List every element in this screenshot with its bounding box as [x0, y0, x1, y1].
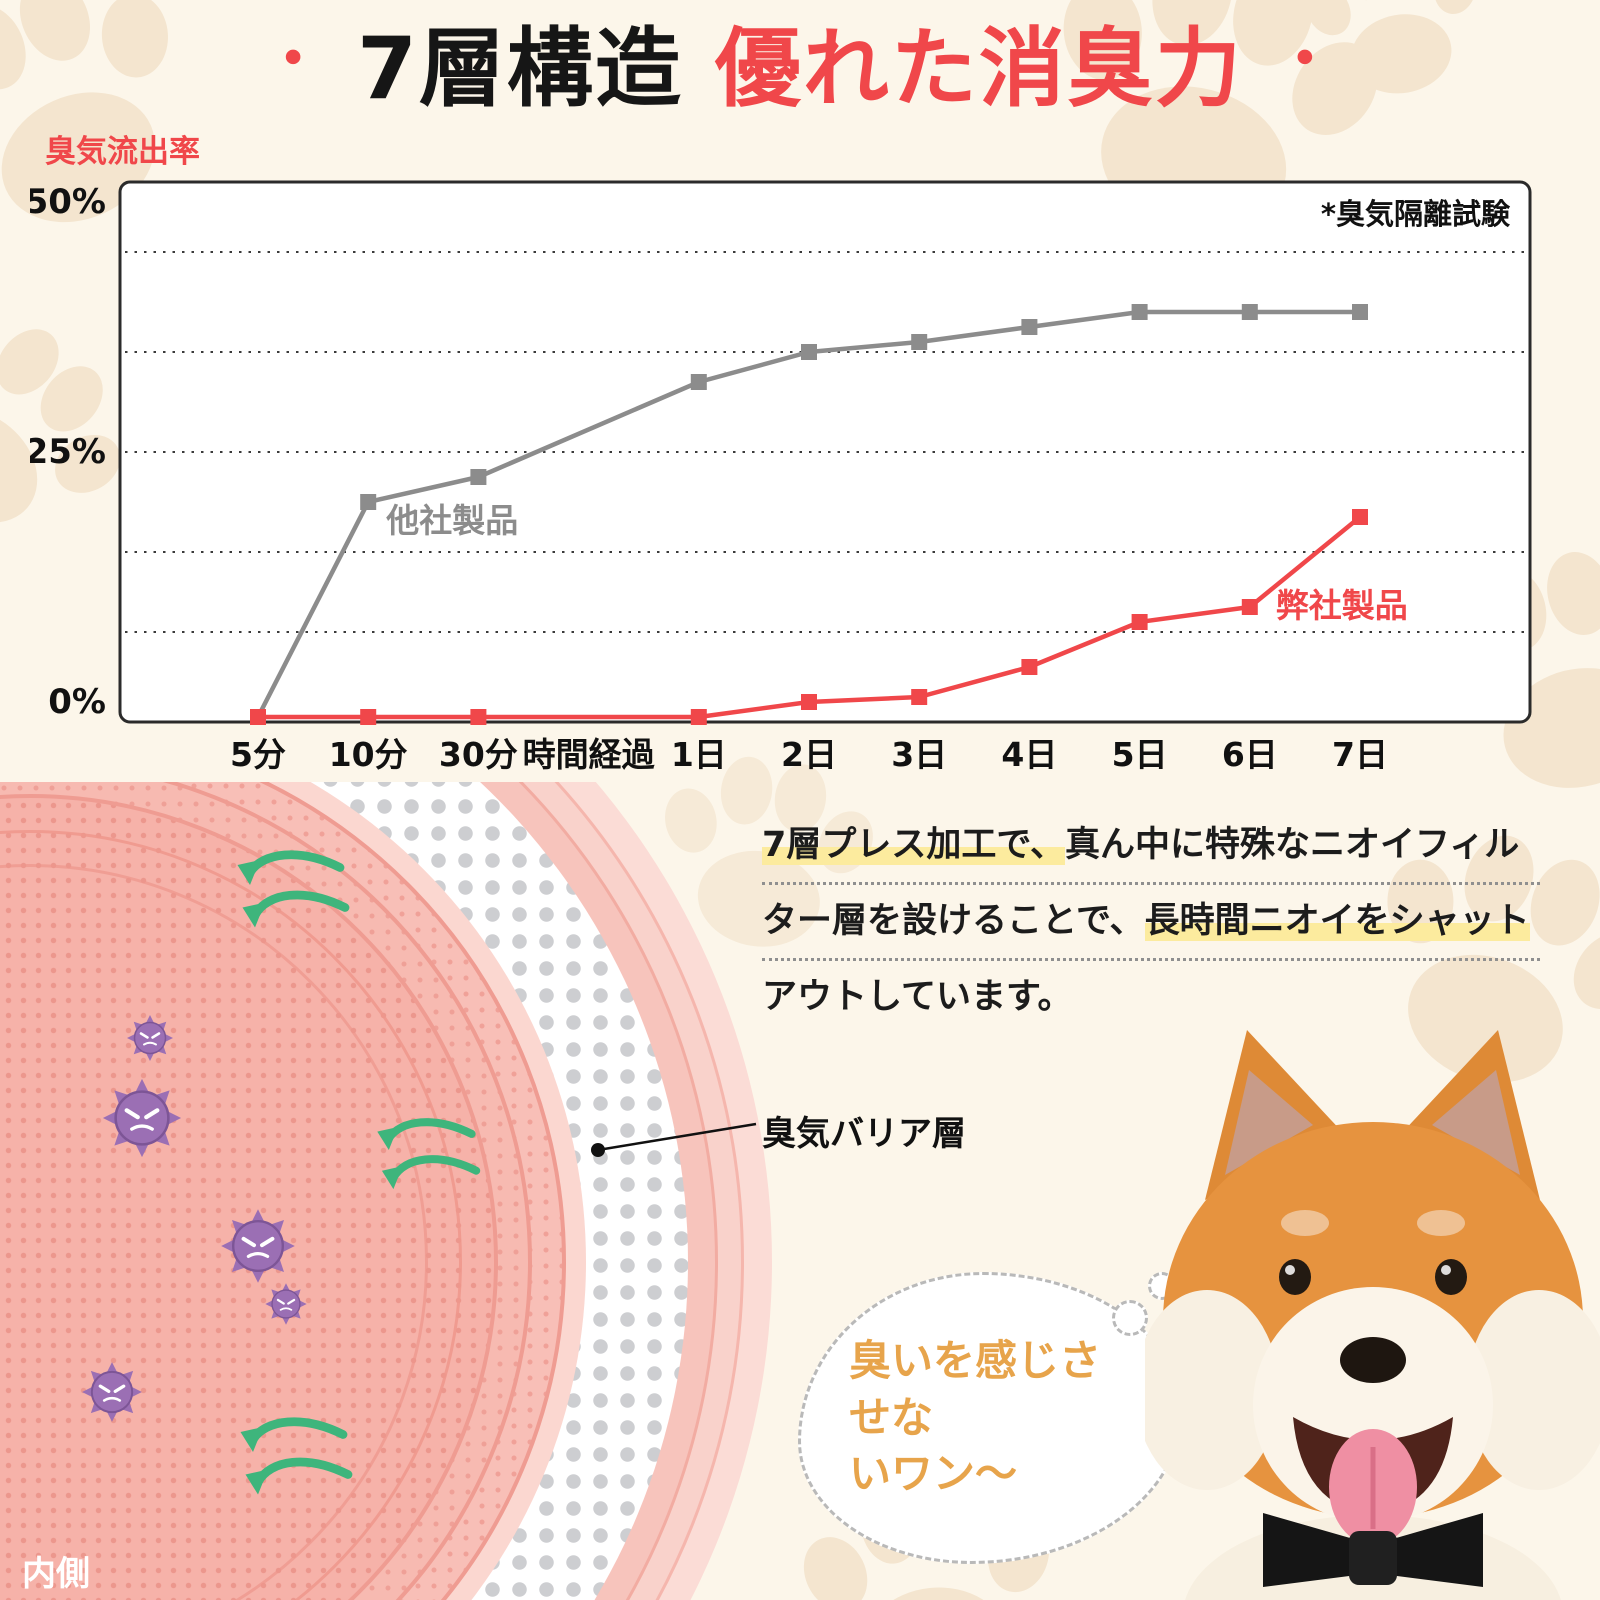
series-line [255, 309, 1360, 719]
description-text: ター層を設けることで、 [762, 901, 1145, 941]
highlighted-text: 長時間ニオイをシャット [1144, 901, 1530, 941]
bubble-text-line-1: 臭いを感じさせな [849, 1335, 1102, 1442]
x-tick-label: 7日 [1332, 735, 1388, 774]
description-text: アウトしています。 [762, 977, 1073, 1017]
x-tick-label: 10分 [329, 735, 408, 774]
data-point-marker [1241, 304, 1258, 320]
data-point-marker [250, 709, 266, 725]
data-point-marker [690, 709, 707, 725]
x-tick-label: 30分 [439, 735, 518, 774]
data-point-marker [690, 374, 707, 390]
data-point-marker [911, 334, 928, 350]
bow-tie-left-wing [1263, 1513, 1357, 1587]
dog-left-ear-inner [1225, 1070, 1313, 1175]
data-point-marker [360, 709, 377, 725]
dog-cheek [1467, 1290, 1600, 1490]
series-label-competitor: 他社製品 [385, 501, 518, 540]
dog-brow [1281, 1210, 1329, 1236]
bow-tie-knot [1349, 1531, 1397, 1585]
data-point-marker [1131, 304, 1148, 320]
data-point-marker [1352, 304, 1368, 320]
chart-y-axis-title: 臭気流出率 [45, 134, 200, 170]
y-tick-label: 25% [30, 432, 106, 472]
title-dot-left-icon: ・ [263, 25, 326, 95]
data-point-marker [801, 344, 817, 360]
dog-cheek [1145, 1290, 1279, 1490]
data-point-marker [1021, 319, 1038, 335]
dog-eye [1279, 1259, 1311, 1295]
description-line-1: 7層プレス加工で、真ん中に特殊なニオイフィル [762, 824, 1540, 885]
shiba-dog-photo [1145, 1030, 1600, 1600]
seven-layer-diagram [0, 782, 800, 1600]
chart-frame [118, 180, 1532, 724]
y-tick-label: 0% [48, 682, 106, 722]
x-tick-label: 3日 [891, 735, 947, 774]
series-line [258, 515, 1362, 720]
y-tick-label: 50% [30, 182, 106, 222]
x-tick-label: 時間経過 [523, 735, 656, 774]
page-title: ・ 7層構造 優れた消臭力 ・ [0, 22, 1600, 117]
title-dot-right-icon: ・ [1274, 25, 1337, 95]
x-tick-label: 4日 [1001, 735, 1057, 774]
description-line-3: アウトしています。 [762, 976, 1540, 1034]
dog-nose [1340, 1337, 1406, 1383]
data-point-marker [1241, 599, 1258, 615]
bow-tie-right-wing [1389, 1513, 1483, 1587]
dog-brow [1417, 1210, 1465, 1236]
x-tick-label: 5分 [230, 735, 286, 774]
data-point-marker [360, 494, 377, 510]
data-point-marker [470, 469, 487, 485]
dog-eye [1435, 1259, 1467, 1295]
data-point-marker [911, 689, 928, 705]
series-label-ours: 弊社製品 [1276, 586, 1408, 625]
x-tick-label: 5日 [1112, 735, 1168, 774]
title-red-text: 優れた消臭力 [714, 19, 1243, 119]
inner-side-label: 内側 [22, 1554, 90, 1594]
x-tick-label: 2日 [781, 735, 837, 774]
x-tick-label: 1日 [671, 735, 727, 774]
data-point-marker [1131, 614, 1148, 630]
dog-eye-highlight [1285, 1265, 1295, 1275]
data-point-marker [1021, 659, 1038, 675]
data-point-marker [801, 694, 817, 710]
bubble-text-line-2: いワン〜 [849, 1449, 1018, 1499]
odor-leakage-line-chart: 50% 25% 0% 5分 10分 30分 時間経過 1日 2日 3日 4日 5日 6日 7日 *臭気隔離試… [30, 180, 1532, 774]
highlighted-text: 7層プレス加工で、 [762, 825, 1065, 865]
title-black-text: 7層構造 [357, 19, 683, 119]
chart-note: *臭気隔離試験 [1321, 197, 1511, 231]
data-point-marker [1352, 509, 1368, 525]
dog-eye-highlight [1441, 1265, 1451, 1275]
data-point-marker [470, 709, 487, 725]
barrier-layer-label: 臭気バリア層 [762, 1114, 966, 1154]
description-line-2: ター層を設けることで、長時間ニオイをシャット [762, 900, 1540, 961]
x-tick-label: 6日 [1222, 735, 1278, 774]
description-text: 真ん中に特殊なニオイフィル [1064, 825, 1520, 865]
thought-trail-circle [1112, 1300, 1148, 1336]
